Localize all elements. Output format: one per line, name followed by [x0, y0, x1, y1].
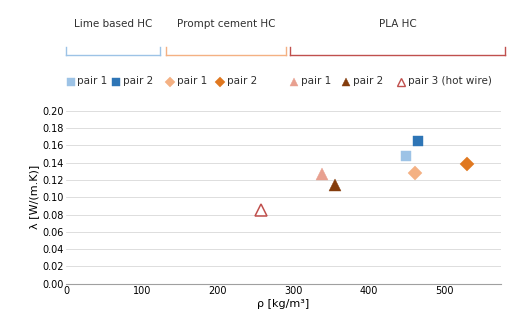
- X-axis label: ρ [kg/m³]: ρ [kg/m³]: [258, 299, 310, 309]
- Text: Lime based HC: Lime based HC: [74, 19, 152, 29]
- Text: pair 1: pair 1: [78, 77, 108, 86]
- Y-axis label: λ [W/(m.K)]: λ [W/(m.K)]: [29, 165, 39, 230]
- Text: pair 2: pair 2: [123, 77, 153, 86]
- Text: PLA HC: PLA HC: [379, 19, 416, 29]
- Text: Prompt cement HC: Prompt cement HC: [177, 19, 275, 29]
- Text: pair 2: pair 2: [227, 77, 258, 86]
- Text: pair 3 (hot wire): pair 3 (hot wire): [408, 77, 492, 86]
- Text: pair 1: pair 1: [301, 77, 331, 86]
- Text: pair 1: pair 1: [177, 77, 207, 86]
- Text: pair 2: pair 2: [353, 77, 383, 86]
